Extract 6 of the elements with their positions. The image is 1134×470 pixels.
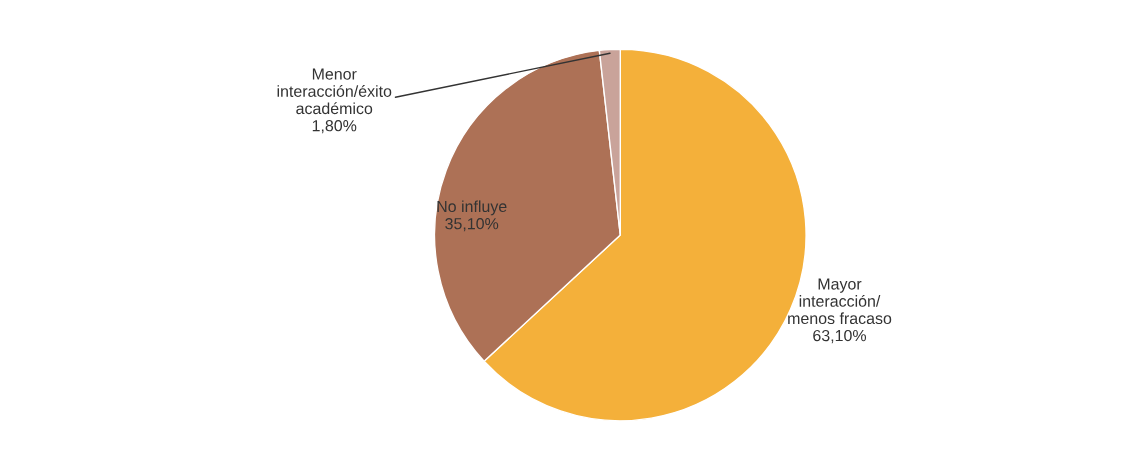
data-label: 35,10% [445, 218, 499, 232]
slice-label: Mayor interacción/ menos fracaso [788, 278, 892, 325]
slice-label: Menor interacción/éxito académico [277, 68, 392, 115]
data-label: 63,10% [813, 329, 867, 344]
slice-label: No influye [437, 200, 507, 216]
data-label: 1,80% [312, 120, 357, 134]
